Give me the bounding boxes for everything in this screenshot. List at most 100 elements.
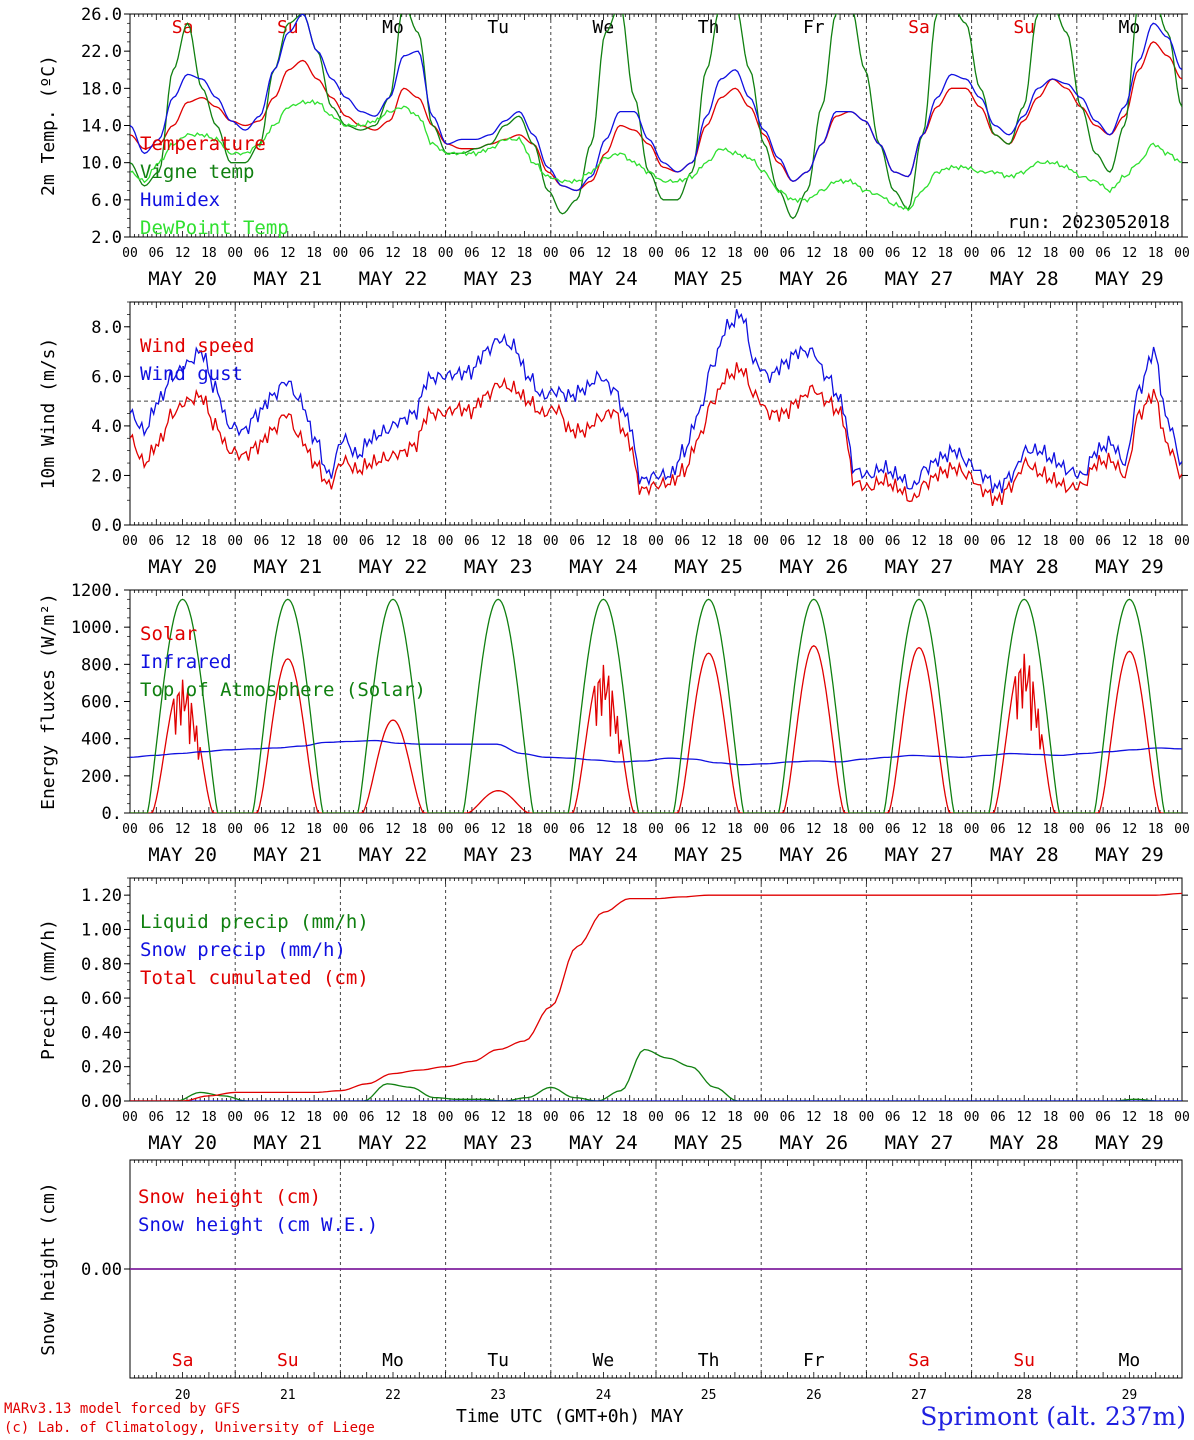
date-label: MAY 27 [885, 1132, 954, 1154]
hour-label: 18 [937, 822, 953, 837]
date-label: MAY 23 [464, 844, 533, 866]
hour-label: 12 [911, 822, 927, 837]
hour-label: 00 [648, 1110, 664, 1125]
hour-label: 12 [280, 822, 296, 837]
panel-1: 2.0 6.0 10.0 14.0 18.0 22.0 26.0 2m Temp. (ºC) 0… [38, 5, 1190, 290]
y-tick-label: 14.0 [81, 117, 122, 137]
hour-label: 12 [385, 246, 401, 261]
x-axis-title-text: Time UTC (GMT+0h) [456, 1406, 641, 1427]
weekday-label: Fr [803, 1350, 825, 1371]
legend-entry: Total cumulated (cm) [140, 967, 369, 989]
hour-label: 12 [1016, 534, 1032, 549]
hour-label: 12 [596, 246, 612, 261]
weekday-label: Tu [487, 17, 509, 38]
hour-label: 00 [964, 246, 980, 261]
date-label: MAY 24 [569, 1132, 638, 1154]
plot-area [130, 892, 1182, 1101]
date-label: MAY 25 [674, 1132, 743, 1154]
date-label: MAY 25 [674, 556, 743, 578]
hour-label: 12 [385, 534, 401, 549]
weekday-label: Mo [1119, 1350, 1141, 1371]
series-total-cumulated-cm [130, 892, 1182, 1101]
hour-label: 06 [780, 534, 796, 549]
hour-label: 06 [464, 822, 480, 837]
weekday-label: Su [277, 17, 299, 38]
day-number: 22 [385, 1388, 401, 1403]
hour-label: 06 [569, 534, 585, 549]
series-humidex [130, 14, 1182, 192]
legend-entry: Humidex [140, 189, 220, 211]
date-label: MAY 22 [359, 556, 428, 578]
y-tick-label: 0.40 [81, 1023, 122, 1043]
y-tick-label: 2.0 [91, 228, 122, 248]
hour-label: 18 [832, 246, 848, 261]
hour-label: 18 [1148, 1110, 1164, 1125]
hour-label: 06 [359, 822, 375, 837]
series-infrared [130, 739, 1182, 766]
hour-label: 00 [964, 822, 980, 837]
date-label: MAY 27 [885, 556, 954, 578]
hour-label: 06 [674, 534, 690, 549]
plot-area [130, 598, 1182, 813]
y-tick-label: 0.20 [81, 1058, 122, 1078]
hour-label: 18 [306, 246, 322, 261]
hour-label: 06 [780, 1110, 796, 1125]
hour-label: 06 [885, 246, 901, 261]
hour-label: 18 [517, 822, 533, 837]
hour-label: 12 [806, 1110, 822, 1125]
hour-label: 18 [517, 246, 533, 261]
hour-label: 00 [648, 246, 664, 261]
hour-label: 00 [333, 1110, 349, 1125]
hour-label: 06 [569, 246, 585, 261]
hour-label: 12 [1122, 534, 1138, 549]
date-label: MAY 29 [1095, 844, 1164, 866]
hour-label: 18 [201, 534, 217, 549]
hour-label: 12 [1122, 822, 1138, 837]
hour-label: 18 [622, 246, 638, 261]
hour-label: 12 [280, 1110, 296, 1125]
hour-label: 06 [885, 822, 901, 837]
hour-label: 12 [385, 822, 401, 837]
hour-label: 18 [727, 246, 743, 261]
hour-label: 18 [1148, 534, 1164, 549]
hour-label: 18 [622, 534, 638, 549]
hour-label: 12 [280, 534, 296, 549]
day-number: 21 [280, 1388, 296, 1403]
hour-label: 18 [1148, 822, 1164, 837]
hour-label: 18 [1043, 246, 1059, 261]
station-name: Sprimont (alt. 237m) [920, 1402, 1186, 1431]
y-tick-label: 2.0 [91, 466, 122, 486]
hour-label: 12 [1016, 1110, 1032, 1125]
hour-label: 12 [1016, 246, 1032, 261]
date-label: MAY 22 [359, 268, 428, 290]
hour-label: 18 [937, 534, 953, 549]
date-label: MAY 29 [1095, 556, 1164, 578]
hour-label: 00 [859, 822, 875, 837]
hour-label: 12 [911, 1110, 927, 1125]
y-tick-label: 6.0 [91, 367, 122, 387]
y-tick-label: 26.0 [81, 5, 122, 25]
hour-label: 06 [464, 1110, 480, 1125]
date-label: MAY 21 [253, 556, 322, 578]
day-number: 27 [911, 1388, 927, 1403]
legend-entry: Liquid precip (mm/h) [140, 911, 369, 933]
y-axis-label: 2m Temp. (ºC) [38, 55, 59, 196]
hour-label: 00 [859, 1110, 875, 1125]
y-tick-label: 0.60 [81, 989, 122, 1009]
date-label: MAY 26 [779, 844, 848, 866]
credit-lab: (c) Lab. of Climatology, University of L… [4, 1420, 375, 1436]
hour-label: 00 [543, 1110, 559, 1125]
run-label: run: 2023052018 [1007, 212, 1170, 233]
y-tick-label: 0.00 [81, 1092, 122, 1112]
hour-label: 06 [780, 822, 796, 837]
hour-label: 00 [227, 1110, 243, 1125]
hour-label: 06 [990, 822, 1006, 837]
date-label: MAY 22 [359, 844, 428, 866]
hour-label: 12 [806, 822, 822, 837]
series-wind-speed [130, 362, 1182, 507]
weekday-label: Fr [803, 17, 825, 38]
hour-label: 18 [306, 1110, 322, 1125]
hour-label: 06 [674, 1110, 690, 1125]
hour-label: 18 [832, 822, 848, 837]
